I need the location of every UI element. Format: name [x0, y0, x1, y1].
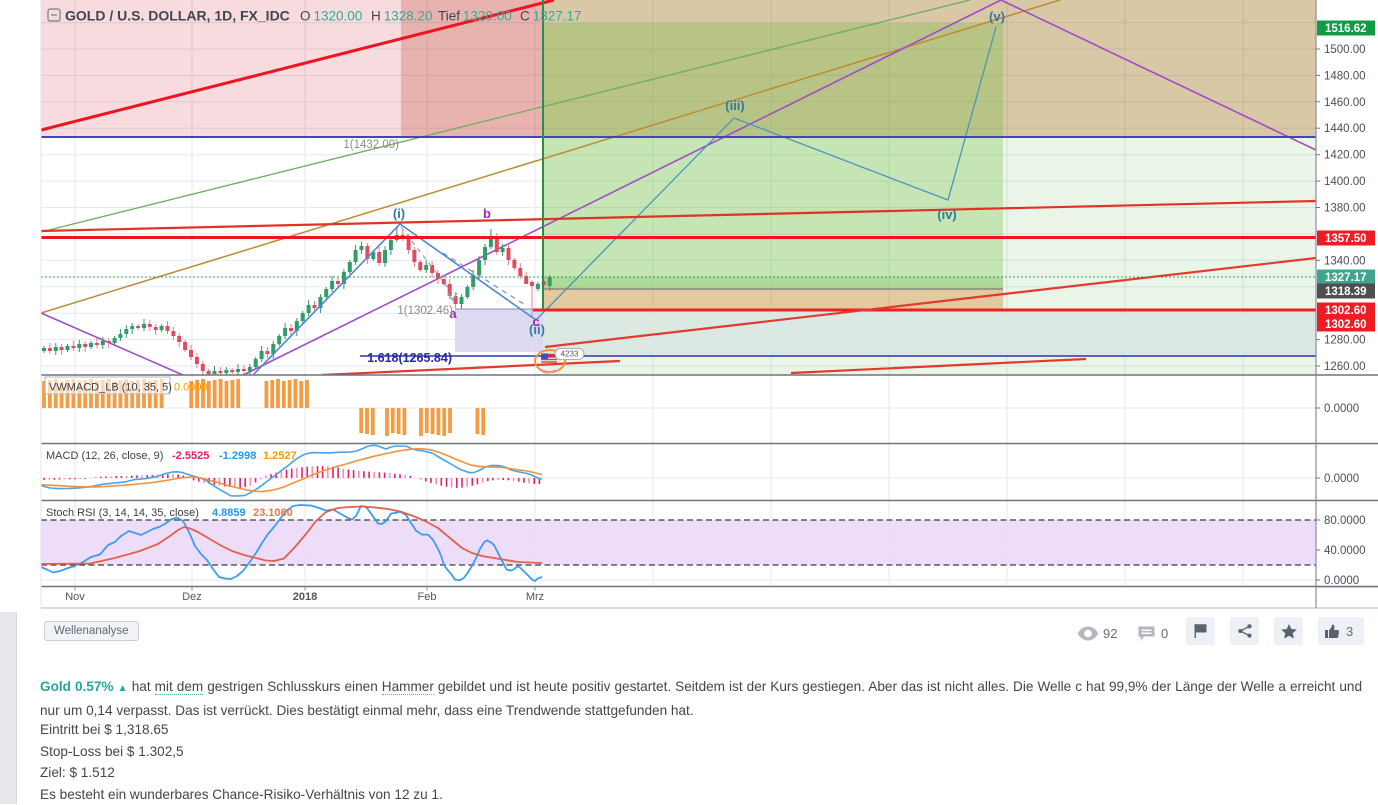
svg-text:(iv): (iv) [937, 207, 957, 222]
svg-text:-2.5525: -2.5525 [172, 450, 209, 462]
svg-text:40.0000: 40.0000 [1324, 545, 1366, 557]
svg-text:1380.00: 1380.00 [1324, 203, 1366, 215]
svg-text:1(1302.46): 1(1302.46) [397, 305, 453, 317]
svg-text:1500.00: 1500.00 [1324, 44, 1366, 56]
svg-text:1260.00: 1260.00 [1324, 361, 1366, 373]
svg-text:23.1060: 23.1060 [253, 507, 293, 519]
svg-text:(ii): (ii) [529, 322, 545, 337]
svg-text:Stoch RSI (3, 14, 14, 35, clos: Stoch RSI (3, 14, 14, 35, close) [46, 507, 199, 519]
svg-text:-1.2998: -1.2998 [219, 450, 256, 462]
svg-text:1440.00: 1440.00 [1324, 123, 1366, 135]
svg-text:1420.00: 1420.00 [1324, 150, 1366, 162]
svg-text:4233: 4233 [561, 350, 579, 359]
svg-text:c: c [532, 314, 539, 329]
svg-text:0.0000: 0.0000 [1324, 403, 1359, 415]
svg-text:(iii): (iii) [725, 98, 745, 113]
svg-text:1516.62: 1516.62 [1325, 23, 1367, 35]
svg-text:80.0000: 80.0000 [1324, 515, 1366, 527]
svg-text:0.0000: 0.0000 [174, 382, 208, 394]
svg-text:1.618(1265.84): 1.618(1265.84) [367, 351, 452, 365]
svg-text:VWMACD_LB (10, 35, 5): VWMACD_LB (10, 35, 5) [49, 382, 172, 394]
svg-text:1280.00: 1280.00 [1324, 335, 1366, 347]
svg-text:Mrz: Mrz [526, 591, 544, 603]
svg-text:2018: 2018 [293, 591, 317, 603]
svg-text:0.0000: 0.0000 [1324, 575, 1359, 587]
svg-text:(i): (i) [393, 206, 405, 221]
svg-text:1460.00: 1460.00 [1324, 97, 1366, 109]
svg-text:(v): (v) [989, 9, 1005, 24]
svg-text:1302.60: 1302.60 [1325, 319, 1367, 331]
svg-text:1318.39: 1318.39 [1325, 286, 1367, 298]
svg-text:Nov: Nov [65, 591, 85, 603]
svg-text:Feb: Feb [418, 591, 437, 603]
svg-text:1(1432.00): 1(1432.00) [343, 139, 399, 151]
svg-text:1.2527: 1.2527 [263, 450, 297, 462]
svg-text:1340.00: 1340.00 [1324, 255, 1366, 267]
svg-text:1327.17: 1327.17 [1325, 272, 1367, 284]
svg-text:a: a [449, 306, 457, 321]
svg-text:Dez: Dez [182, 591, 202, 603]
svg-text:4.8859: 4.8859 [212, 507, 246, 519]
svg-text:GOLD / U.S. DOLLAR, 1D, FX_IDC: GOLD / U.S. DOLLAR, 1D, FX_IDC [65, 8, 290, 24]
svg-text:0.0000: 0.0000 [1324, 473, 1359, 485]
svg-text:1357.50: 1357.50 [1325, 233, 1367, 245]
svg-text:1400.00: 1400.00 [1324, 176, 1366, 188]
svg-text:b: b [483, 206, 491, 221]
svg-text:MACD (12, 26, close, 9): MACD (12, 26, close, 9) [46, 450, 163, 462]
svg-text:1302.60: 1302.60 [1325, 305, 1367, 317]
svg-text:1480.00: 1480.00 [1324, 70, 1366, 82]
